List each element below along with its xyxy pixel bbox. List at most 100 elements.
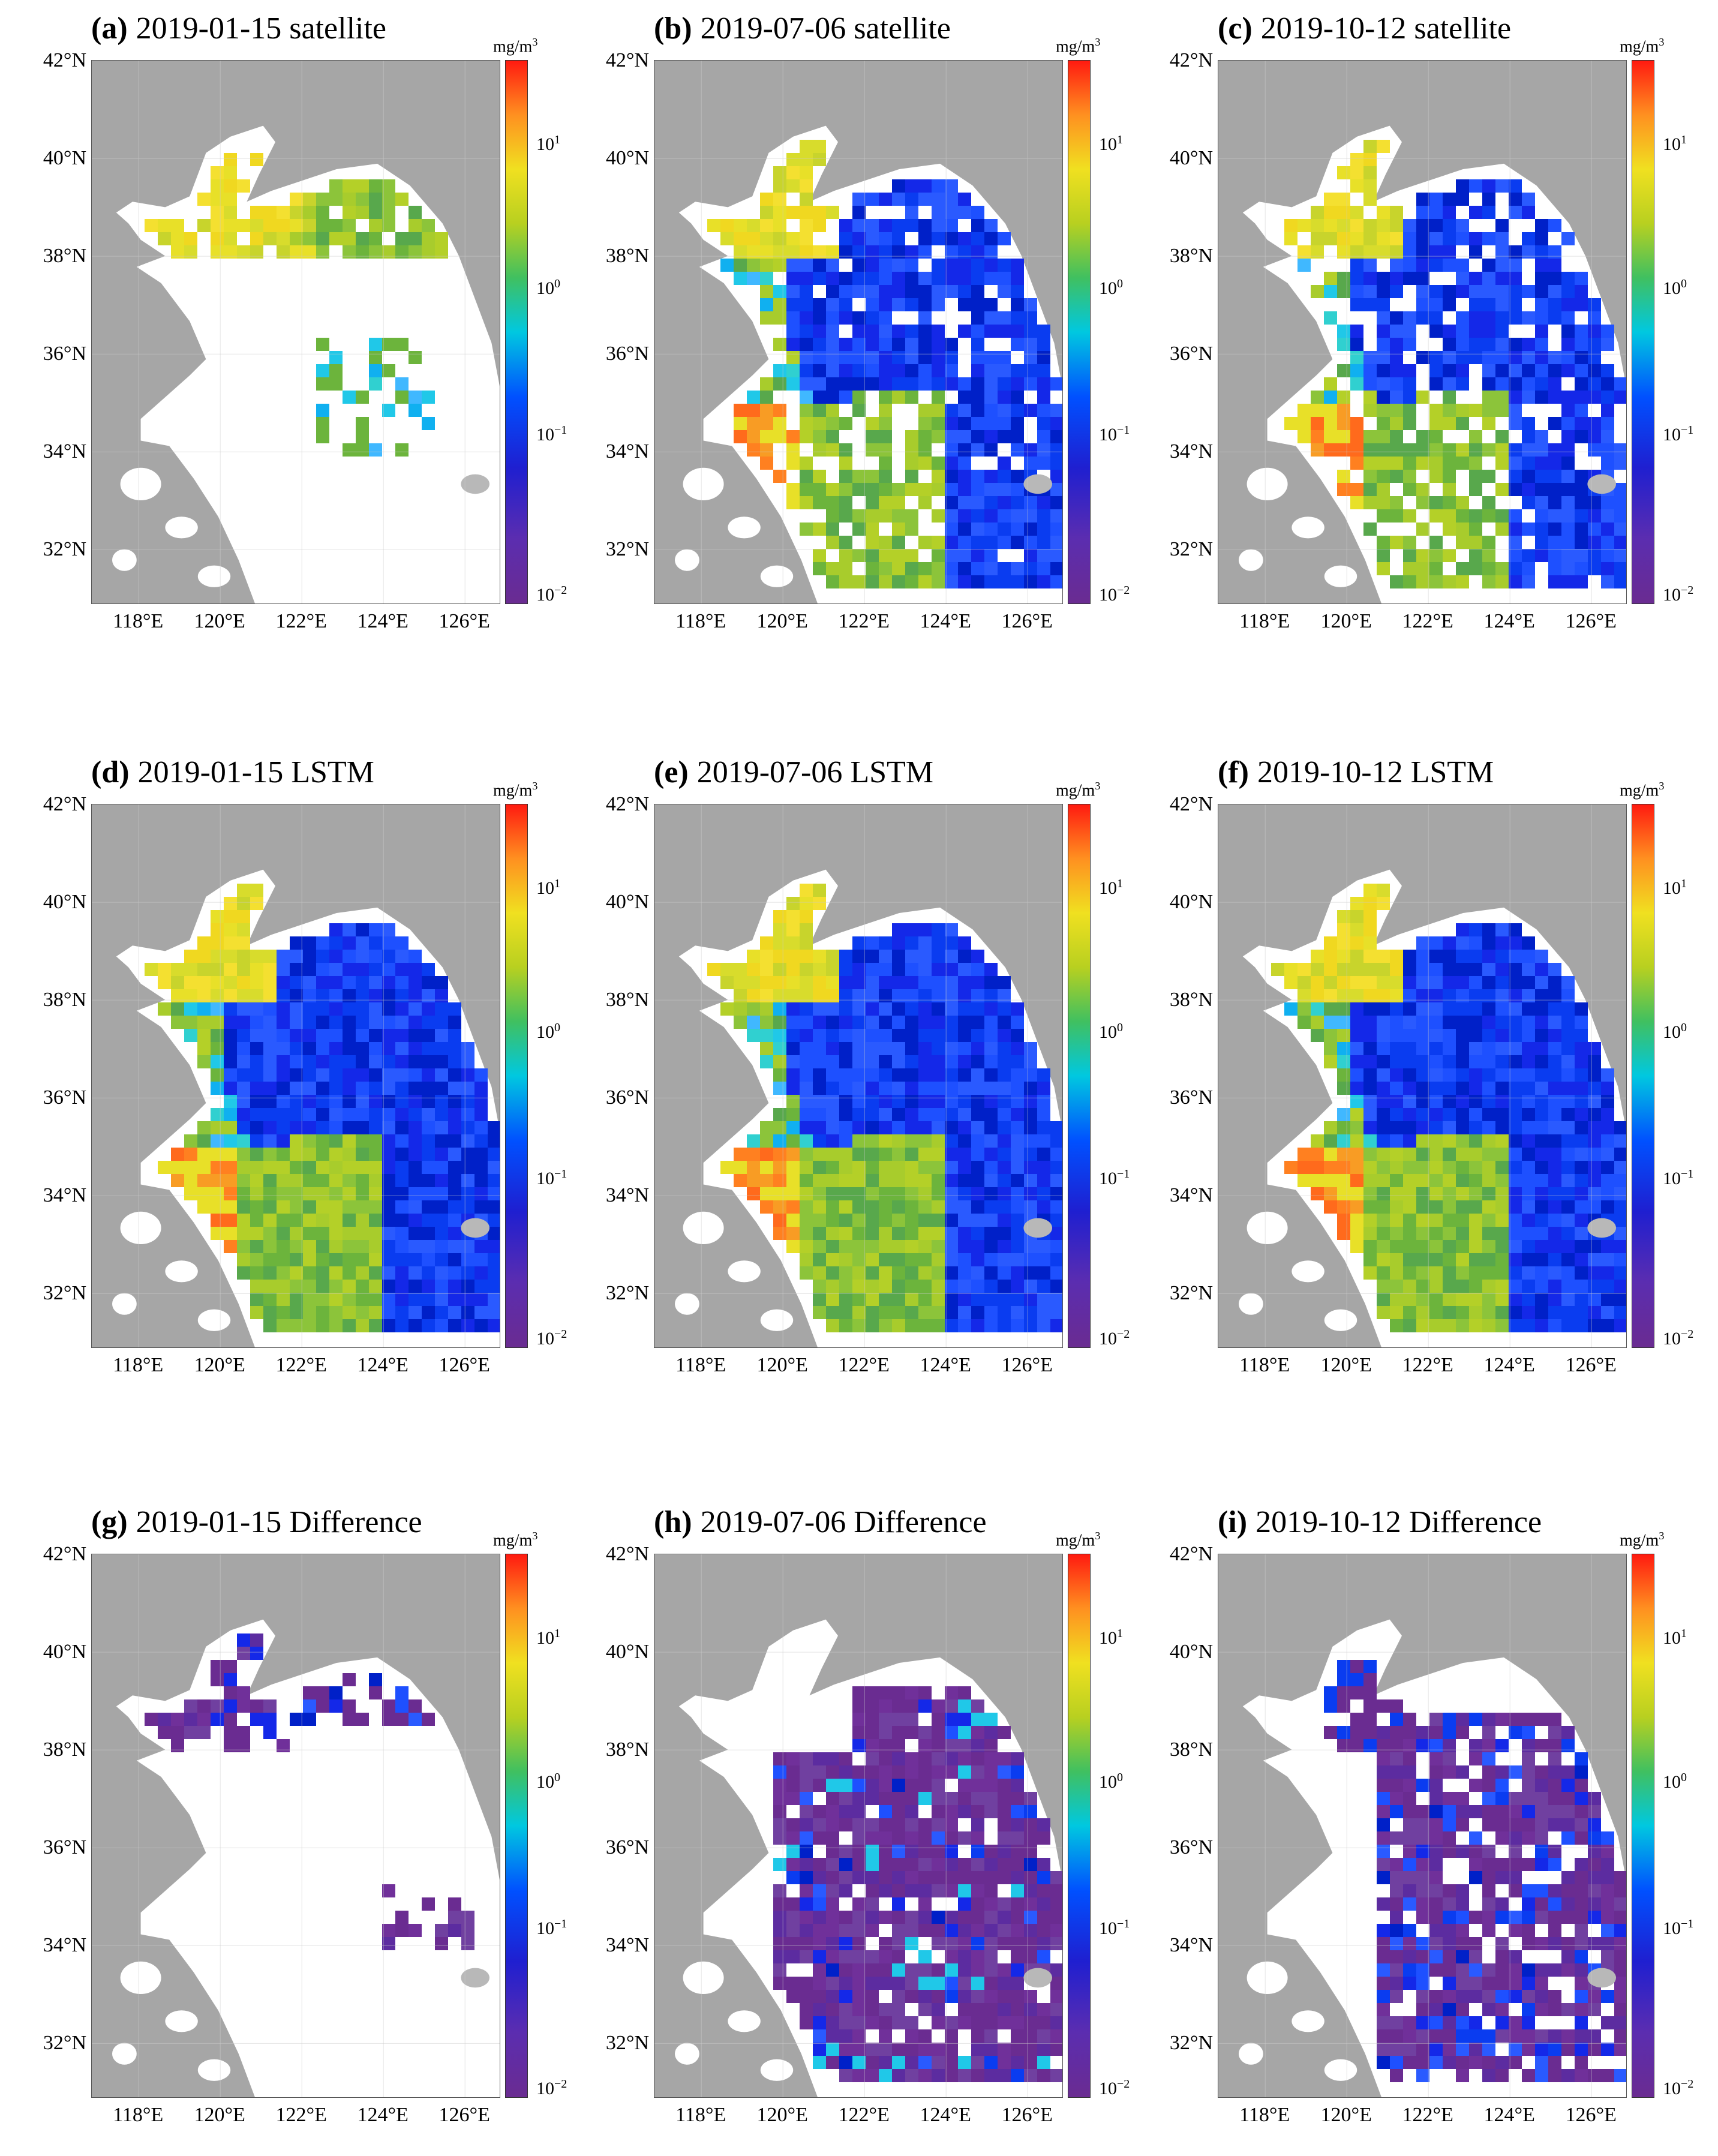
lat-tick-label: 38°N [1169, 245, 1213, 268]
chl-pixel [277, 1319, 290, 1332]
chl-pixel [839, 1240, 852, 1253]
chl-pixel [747, 963, 760, 976]
chl-pixel [395, 391, 409, 404]
chl-pixel [1548, 496, 1561, 509]
chl-pixel [382, 1134, 395, 1148]
chl-pixel [1377, 140, 1390, 153]
chl-pixel [932, 391, 945, 404]
chl-pixel [1024, 1792, 1037, 1805]
chl-pixel [826, 298, 839, 311]
chl-pixel [1429, 2003, 1443, 2016]
chl-pixel [1482, 325, 1495, 338]
chl-pixel [382, 245, 395, 259]
chl-pixel [1575, 1911, 1588, 1924]
chl-pixel [224, 206, 237, 219]
chl-pixel [932, 1240, 945, 1253]
chl-pixel [852, 575, 866, 588]
chl-pixel [1509, 1095, 1522, 1108]
chl-pixel [892, 1871, 905, 1884]
chl-pixel [1575, 1148, 1588, 1161]
chl-pixel [932, 1134, 945, 1148]
chl-pixel [1024, 1293, 1037, 1306]
chl-pixel [998, 470, 1011, 483]
chl-pixel [1403, 219, 1416, 232]
chl-pixel [1390, 1950, 1403, 1963]
chl-pixel [1482, 232, 1495, 245]
chl-pixel [1037, 443, 1050, 457]
chl-pixel [984, 1779, 998, 1792]
colorbar-unit: mg/m3 [1620, 1530, 1664, 1550]
chl-pixel [892, 1858, 905, 1871]
chl-pixel [435, 1924, 448, 1937]
chl-pixel [932, 1739, 945, 1752]
chl-pixel [1390, 417, 1403, 430]
chl-pixel [1522, 1029, 1535, 1042]
chl-pixel [277, 1280, 290, 1293]
chl-pixel [918, 2043, 932, 2056]
chl-pixel [971, 2069, 984, 2082]
chl-pixel [369, 1293, 382, 1306]
chl-pixel [1469, 1713, 1482, 1726]
chl-pixel [316, 976, 329, 989]
chl-pixel [1403, 1055, 1416, 1068]
chl-pixel [1443, 1029, 1456, 1042]
chl-pixel [1443, 549, 1456, 562]
chl-pixel [1575, 1227, 1588, 1240]
chl-pixel [958, 1686, 971, 1699]
chl-pixel [892, 1240, 905, 1253]
chl-pixel [905, 1214, 918, 1227]
chl-pixel [1324, 206, 1337, 219]
chl-pixel [1311, 404, 1324, 417]
chl-pixel [1535, 443, 1548, 457]
lake-shape [112, 2043, 137, 2065]
chl-pixel [1311, 1187, 1324, 1200]
chl-pixel [303, 1134, 316, 1148]
chl-pixel [932, 1319, 945, 1332]
chl-pixel [879, 1095, 892, 1108]
chl-pixel [852, 1818, 866, 1831]
chl-pixel [1535, 1963, 1548, 1977]
chl-pixel [1561, 1280, 1575, 1293]
colorbar-tick-label: 10−2 [536, 584, 567, 605]
chl-pixel [998, 1990, 1011, 2003]
chl-pixel [1363, 1016, 1377, 1029]
chl-pixel [211, 1108, 224, 1121]
chl-pixel [1443, 2056, 1456, 2069]
chl-pixel [852, 936, 866, 950]
chl-pixel [1482, 311, 1495, 325]
chl-pixel [263, 1699, 277, 1713]
chl-pixel [734, 430, 747, 443]
chl-pixel [158, 219, 171, 232]
chl-pixel [918, 1779, 932, 1792]
chl-pixel [1311, 285, 1324, 298]
chl-pixel [1377, 1002, 1390, 1016]
chl-pixel [1575, 404, 1588, 417]
chl-pixel [1050, 1884, 1062, 1897]
chl-pixel [343, 206, 356, 219]
chl-pixel [303, 976, 316, 989]
chl-pixel [1548, 575, 1561, 588]
chl-pixel [277, 1739, 290, 1752]
chl-pixel [932, 1016, 945, 1029]
chl-pixel [1416, 1871, 1429, 1884]
tick-exponent: −1 [1117, 1917, 1130, 1931]
chl-pixel [892, 1200, 905, 1214]
chl-pixel [826, 2016, 839, 2029]
chl-pixel [720, 232, 734, 245]
chl-pixel [1011, 1148, 1024, 1161]
chl-pixel [1614, 2029, 1626, 2043]
chl-pixel [1416, 1108, 1429, 1121]
chl-pixel [984, 549, 998, 562]
chl-pixel [839, 1306, 852, 1319]
chl-pixel [448, 1108, 461, 1121]
chl-pixel [1456, 1293, 1469, 1306]
chl-pixel [800, 179, 813, 193]
chl-pixel [1522, 562, 1535, 575]
chl-pixel [945, 2056, 958, 2069]
chl-pixel [1522, 193, 1535, 206]
chl-pixel [1416, 1937, 1429, 1950]
chl-pixel [382, 338, 395, 351]
chl-pixel [1350, 351, 1363, 364]
chl-pixel [892, 2069, 905, 2082]
chl-pixel [1324, 272, 1337, 285]
